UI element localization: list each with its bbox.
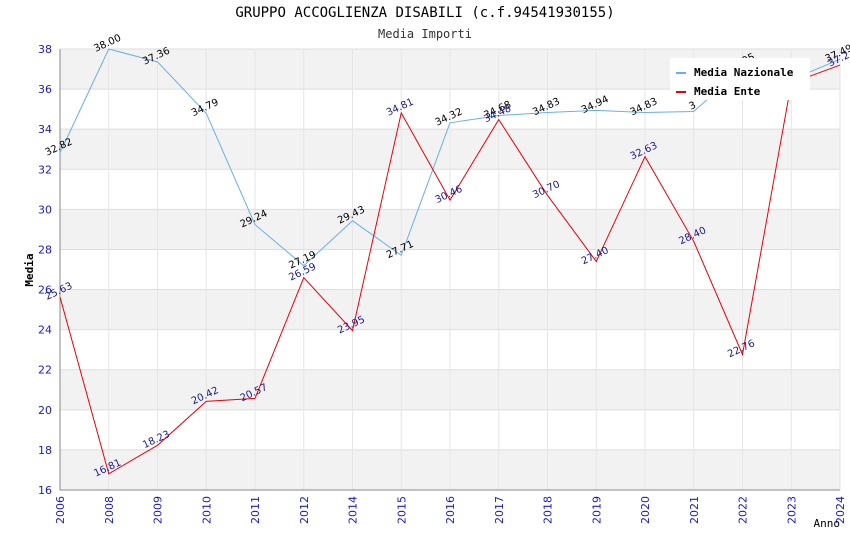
y-tick-label: 20 — [38, 404, 52, 417]
x-tick-label: 2006 — [54, 496, 67, 524]
x-tick-label: 2015 — [395, 496, 408, 524]
y-tick-label: 28 — [38, 243, 52, 256]
x-tick-label: 2018 — [542, 496, 555, 524]
x-tick-label: 2022 — [737, 496, 750, 524]
x-tick-label: 2020 — [639, 496, 652, 524]
legend-label-ente: Media Ente — [694, 85, 761, 98]
x-tick-label: 2017 — [493, 496, 506, 524]
series-line-media-ente — [59, 64, 841, 475]
y-tick-label: 18 — [38, 444, 52, 457]
y-tick-label: 26 — [38, 284, 52, 297]
data-label-nazionale: 34.94 — [580, 94, 611, 116]
data-label-ente: 30.46 — [434, 184, 465, 206]
x-tick-label: 2012 — [298, 496, 311, 524]
x-tick-label: 2010 — [200, 496, 213, 524]
x-tick-label: 2023 — [785, 496, 798, 524]
chart-subtitle: Media Importi — [378, 27, 472, 41]
data-label-ente: 30.70 — [531, 179, 562, 201]
data-label-nazionale: 34.83 — [629, 96, 660, 118]
chart-title: GRUPPO ACCOGLIENZA DISABILI (c.f.9454193… — [235, 5, 615, 21]
x-tick-label: 2014 — [347, 496, 360, 524]
y-tick-label: 16 — [38, 484, 52, 497]
y-axis-title: Media — [23, 253, 36, 286]
legend: Media Nazionale Media Ente — [670, 58, 810, 100]
y-tick-label: 24 — [38, 324, 52, 337]
x-tick-label: 2024 — [834, 496, 847, 524]
data-label-ente: 22.76 — [726, 338, 757, 360]
legend-box — [670, 58, 810, 100]
data-label-nazionale: 3 — [687, 100, 697, 113]
x-tick-label: 2009 — [152, 496, 165, 524]
legend-label-nazionale: Media Nazionale — [694, 66, 794, 79]
y-tick-label: 30 — [38, 203, 52, 216]
x-tick-label: 2019 — [590, 496, 603, 524]
x-tick-label: 2008 — [103, 496, 116, 524]
y-tick-label: 36 — [38, 83, 52, 96]
y-tick-label: 34 — [38, 123, 52, 136]
x-tick-label: 2011 — [249, 496, 262, 524]
x-axis-title: Anno — [814, 517, 841, 530]
y-tick-label: 22 — [38, 364, 52, 377]
data-label-ente: 18.23 — [141, 429, 172, 451]
y-tick-label: 38 — [38, 43, 52, 56]
x-tick-label: 2016 — [444, 496, 457, 524]
y-tick-label: 32 — [38, 163, 52, 176]
data-label-nazionale: 34.83 — [531, 96, 562, 118]
x-tick-label: 2021 — [688, 496, 701, 524]
